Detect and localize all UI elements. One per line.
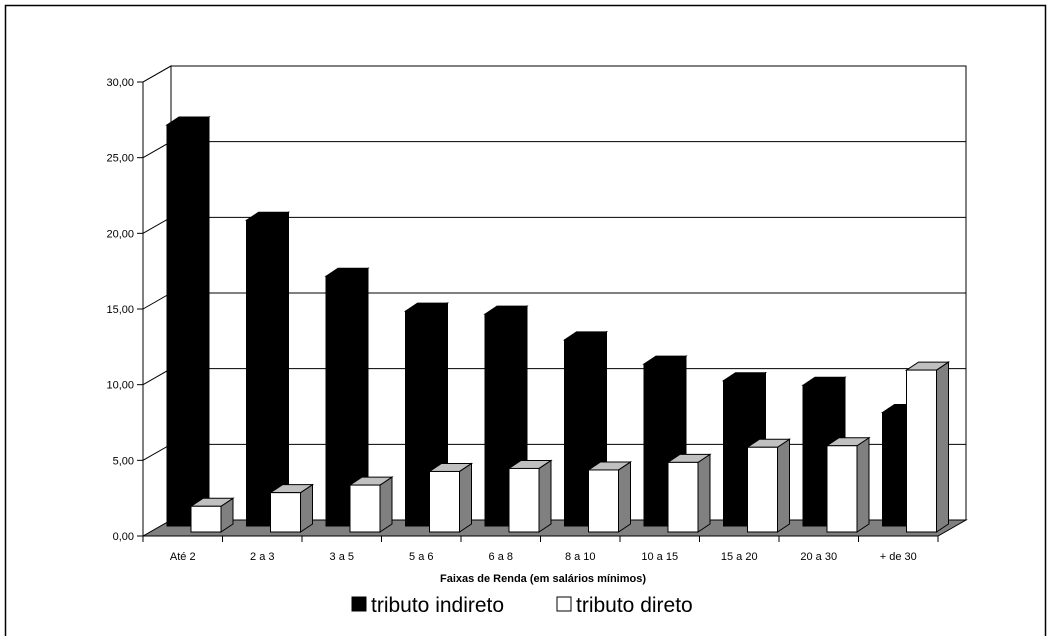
- bar-front: [508, 467, 540, 533]
- x-axis-title: Faixas de Renda (em salários mínimos): [440, 573, 646, 585]
- bar-tributo-direto: [507, 459, 553, 533]
- y-tick-labels: 0,00 5,00 10,00 15,00 20,00 25,00 30,00: [106, 77, 134, 543]
- bar-tributo-direto: [189, 497, 235, 533]
- y-tick-label: 5,00: [113, 455, 134, 467]
- bars: [165, 116, 951, 533]
- bar-front: [667, 461, 699, 533]
- legend-label: tributo indireto: [371, 594, 504, 617]
- bar-tributo-direto: [666, 453, 712, 533]
- y-tick-label: 10,00: [106, 380, 134, 392]
- bar-front: [349, 484, 381, 533]
- bar-side: [697, 453, 711, 533]
- bar-front: [588, 469, 619, 533]
- x-tick-label: 6 a 8: [489, 551, 513, 563]
- x-tick-label: + de 30: [880, 551, 917, 563]
- bar-side: [379, 476, 393, 533]
- bar-side: [777, 438, 790, 533]
- axes: [137, 81, 939, 542]
- bar-side: [936, 361, 949, 533]
- y-tick-label: 30,00: [106, 77, 134, 89]
- bar-front: [906, 369, 937, 533]
- y-tick-label: 15,00: [106, 304, 134, 316]
- x-tick-label: 3 a 5: [330, 551, 354, 563]
- bar-front: [429, 470, 460, 533]
- bar-tributo-direto: [904, 361, 951, 533]
- bar-tributo-direto: [586, 461, 633, 533]
- x-tick-label: 8 a 10: [565, 551, 596, 563]
- bar-tributo-indireto: [165, 116, 211, 527]
- legend-label: tributo direto: [576, 594, 693, 617]
- bar-side: [276, 211, 289, 527]
- x-tick-label: 5 a 6: [409, 551, 433, 563]
- bar-side: [538, 459, 552, 533]
- bar-tributo-direto: [745, 438, 792, 533]
- legend-swatch: [351, 596, 367, 612]
- bar-tributo-direto: [268, 483, 315, 533]
- bar-tributo-direto: [427, 462, 474, 533]
- bar-side: [196, 116, 210, 527]
- x-tick-label: 2 a 3: [250, 551, 274, 563]
- bar-tributo-direto: [348, 476, 394, 533]
- bar-front: [826, 445, 858, 533]
- y-tick-label: 0,00: [113, 531, 134, 543]
- gridline: [142, 65, 966, 83]
- bar-tributo-indireto: [244, 211, 291, 527]
- x-tick-labels: Até 2 2 a 3 3 a 5 5 a 6 6 a 8 8 a 10 10 a 15 15…: [170, 551, 917, 563]
- bar-side: [856, 436, 870, 533]
- bar-tributo-direto: [825, 436, 871, 533]
- x-tick-label: Até 2: [170, 551, 196, 563]
- bar-front: [747, 446, 778, 533]
- legend-swatch: [556, 596, 572, 612]
- bar-front: [270, 492, 301, 533]
- bar-front: [190, 505, 222, 533]
- bar-front: [166, 124, 198, 527]
- bar-side: [618, 461, 631, 533]
- y-tick-label: 20,00: [106, 228, 134, 240]
- y-tick-label: 25,00: [106, 153, 134, 165]
- bar-front: [246, 219, 277, 527]
- x-tick-label: 15 a 20: [721, 551, 758, 563]
- legend: tributo indireto tributo direto: [351, 594, 693, 617]
- bar-side: [459, 462, 472, 533]
- x-tick-label: 10 a 15: [641, 551, 678, 563]
- x-tick-label: 20 a 30: [800, 551, 837, 563]
